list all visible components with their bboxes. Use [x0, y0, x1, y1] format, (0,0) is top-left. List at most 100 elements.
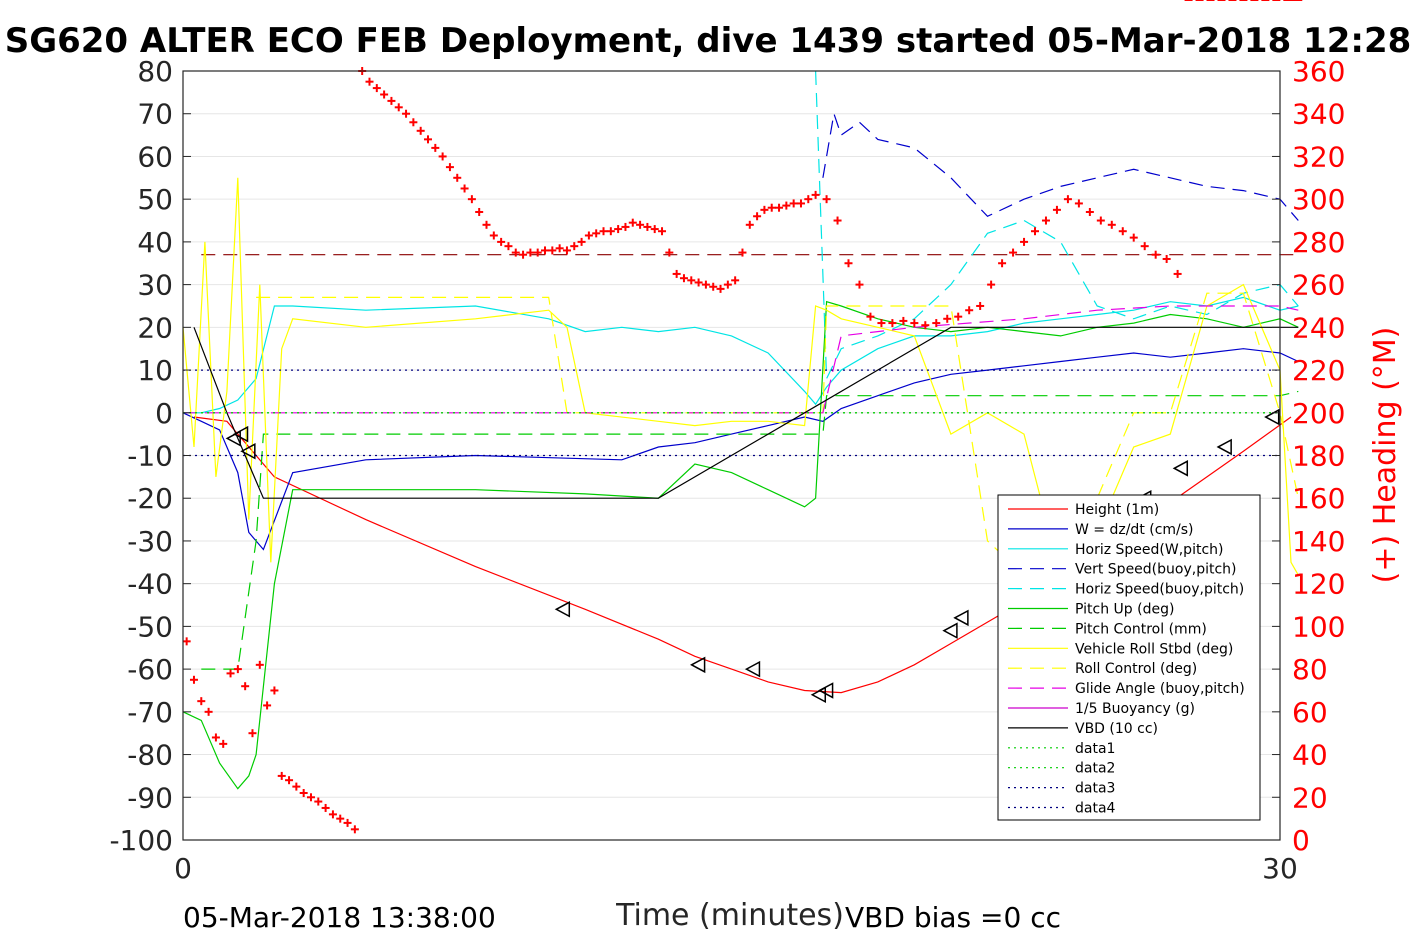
- right-tick-label: 240: [1292, 311, 1345, 344]
- heading-point: [767, 203, 776, 212]
- heading-point: [921, 321, 930, 330]
- heading-point: [1074, 199, 1083, 208]
- heading-point: [445, 163, 454, 172]
- left-tick-label: -70: [127, 696, 173, 729]
- heading-point: [709, 282, 718, 291]
- heading-point: [723, 280, 732, 289]
- heading-point: [796, 199, 805, 208]
- heading-point: [910, 319, 919, 328]
- heading-point: [197, 697, 206, 706]
- heading-point: [731, 276, 740, 285]
- heading-point: [804, 195, 813, 204]
- heading-point: [511, 248, 520, 257]
- heading-point: [628, 218, 637, 227]
- heading-point: [679, 274, 688, 283]
- right-tick-label: 140: [1292, 525, 1345, 558]
- heading-point: [965, 306, 974, 315]
- heading-point: [314, 797, 323, 806]
- heading-point: [643, 222, 652, 231]
- left-tick-label: -40: [127, 568, 173, 601]
- heading-point: [716, 284, 725, 293]
- heading-point: [204, 707, 213, 716]
- chart-title: SG620 ALTER ECO FEB Deployment, dive 143…: [5, 21, 1412, 61]
- series-horiz-speed-w-pitch: [183, 296, 1299, 414]
- heading-point: [753, 212, 762, 221]
- heading-point: [943, 314, 952, 323]
- right-tick-label: 160: [1292, 482, 1345, 515]
- heading-point: [1052, 205, 1061, 214]
- heading-point: [899, 316, 908, 325]
- heading-point: [1129, 233, 1138, 242]
- legend-label: Roll Control (deg): [1075, 661, 1197, 677]
- left-tick-label: 30: [137, 269, 173, 302]
- heading-point: [431, 143, 440, 152]
- heading-point: [701, 280, 710, 289]
- heading-point: [299, 789, 308, 798]
- series-vert-speed-buoy-pitch: [822, 113, 1299, 221]
- heading-point: [844, 259, 853, 268]
- legend-label: 1/5 Buoyancy (g): [1075, 701, 1195, 717]
- right-axis-label: (+) Heading (°M): [1368, 327, 1403, 584]
- heading-point: [350, 825, 359, 834]
- x-axis-label: Time (minutes): [615, 898, 844, 933]
- heading-point: [745, 220, 754, 229]
- heading-point: [372, 84, 381, 93]
- heading-point: [394, 103, 403, 112]
- triangle-marker: [953, 609, 969, 627]
- right-tick-label: 340: [1292, 98, 1345, 131]
- heading-point: [606, 227, 615, 236]
- heading-point: [255, 660, 264, 669]
- heading-point: [822, 195, 831, 204]
- heading-point: [241, 682, 250, 691]
- heading-point: [219, 739, 228, 748]
- legend-label: Glide Angle (buoy,pitch): [1075, 681, 1245, 697]
- heading-points: [182, 0, 1303, 834]
- heading-point: [182, 637, 191, 646]
- heading-point: [976, 301, 985, 310]
- heading-point: [409, 118, 418, 127]
- series-glide-angle-buoy-pitch: [183, 305, 1299, 414]
- heading-point: [577, 237, 586, 246]
- heading-point: [489, 231, 498, 240]
- heading-point: [650, 225, 659, 234]
- heading-point: [1151, 250, 1160, 259]
- legend-label: Vert Speed(buoy,pitch): [1075, 562, 1237, 578]
- right-tick-label: 360: [1292, 55, 1345, 88]
- heading-point: [789, 199, 798, 208]
- heading-point: [1085, 207, 1094, 216]
- heading-point: [1140, 242, 1149, 251]
- heading-point: [833, 216, 842, 225]
- triangle-marker: [942, 622, 958, 639]
- triangle-marker: [1264, 408, 1280, 426]
- right-tick-label: 100: [1292, 610, 1345, 643]
- heading-point: [526, 248, 535, 257]
- heading-point: [285, 776, 294, 785]
- heading-point: [760, 205, 769, 214]
- right-tick-label: 260: [1292, 269, 1345, 302]
- triangle-marker: [1172, 460, 1189, 477]
- heading-point: [562, 246, 571, 255]
- left-tick-label: -90: [127, 781, 173, 814]
- heading-point: [292, 782, 301, 791]
- heading-point: [402, 109, 411, 118]
- series-vehicle-roll-stbd-deg: [182, 177, 1299, 577]
- right-tick-label: 180: [1292, 440, 1345, 473]
- left-tick-label: -30: [127, 525, 173, 558]
- triangle-marker: [690, 656, 706, 674]
- heading-point: [277, 771, 286, 780]
- series-pitch-control-mm: [201, 390, 1299, 670]
- heading-point: [482, 220, 491, 229]
- left-tick-label: 70: [137, 98, 173, 131]
- heading-point: [782, 201, 791, 210]
- heading-point: [416, 126, 425, 135]
- heading-point: [1020, 237, 1029, 246]
- heading-point: [1173, 269, 1182, 278]
- right-tick-label: 200: [1292, 397, 1345, 430]
- legend-label: data4: [1075, 801, 1116, 817]
- left-tick-label: 60: [137, 140, 173, 173]
- heading-point: [1031, 227, 1040, 236]
- right-tick-label: 280: [1292, 226, 1345, 259]
- legend-label: data3: [1075, 781, 1115, 797]
- legend-label: data1: [1075, 741, 1115, 757]
